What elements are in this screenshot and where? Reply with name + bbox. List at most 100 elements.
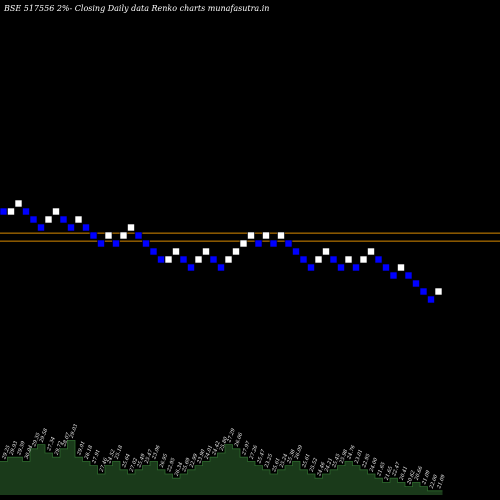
volume-label: 27.34 — [46, 436, 57, 452]
volume-label: 29.58 — [38, 428, 49, 444]
down-brick — [89, 231, 98, 240]
down-brick — [307, 263, 315, 272]
down-brick — [157, 255, 165, 264]
down-brick — [209, 255, 218, 264]
down-brick — [352, 263, 360, 272]
up-brick — [74, 215, 83, 224]
volume-label: 27.46 — [98, 456, 109, 473]
volume-label: 27.91 — [91, 449, 102, 465]
down-brick — [374, 255, 383, 264]
renko-bricks — [0, 199, 443, 304]
down-brick — [142, 239, 150, 248]
down-brick — [412, 279, 420, 288]
down-brick — [29, 215, 38, 224]
up-brick — [239, 239, 248, 248]
down-brick — [97, 239, 105, 248]
volume-label: 27.26 — [248, 444, 259, 461]
volume-label: 25.64 — [121, 453, 132, 469]
down-brick — [427, 295, 435, 304]
up-brick — [104, 231, 113, 240]
up-brick — [367, 247, 375, 256]
volume-label: 23.06 — [151, 444, 162, 461]
volume-label: 29.25 — [1, 445, 12, 461]
up-brick — [44, 215, 53, 224]
up-brick — [164, 255, 173, 264]
up-brick — [344, 255, 353, 264]
up-brick — [322, 247, 330, 256]
up-brick — [397, 263, 405, 272]
volume-labels: 29.2529.9329.5930.0429.3529.5827.3429.72… — [1, 424, 447, 491]
volume-label: 25.61 — [301, 453, 312, 469]
volume-label: 25.61 — [271, 457, 282, 473]
up-brick — [127, 223, 135, 232]
up-brick — [7, 207, 15, 216]
volume-label: 25.45 — [331, 453, 342, 469]
volume-label: 28.07 — [61, 431, 72, 448]
volume-label: 22.95 — [361, 453, 372, 469]
up-brick — [314, 255, 323, 264]
volume-label: 22.47 — [391, 461, 402, 478]
volume-label: 25.47 — [143, 448, 154, 465]
volume-label: 29.01 — [76, 440, 87, 456]
volume-label: 21.09 — [421, 469, 432, 486]
down-brick — [187, 263, 195, 272]
volume-label: 24.46 — [316, 461, 327, 478]
volume-label: 25.38 — [286, 449, 297, 465]
volume-label: 23.90 — [196, 448, 207, 465]
up-brick — [277, 231, 285, 240]
down-brick — [389, 271, 398, 280]
volume-label: 24.21 — [323, 457, 334, 473]
down-brick — [217, 263, 225, 272]
volume-label: 29.72 — [53, 440, 64, 456]
volume-label: 30.04 — [24, 445, 35, 461]
down-brick — [299, 255, 308, 264]
down-brick — [112, 239, 120, 248]
volume-label: 24.42 — [211, 440, 222, 456]
volume-label: 23.25 — [263, 453, 274, 469]
down-brick — [149, 247, 158, 256]
up-brick — [14, 199, 23, 208]
volume-label: 29.35 — [31, 432, 42, 448]
volume-label: 21.65 — [376, 461, 387, 477]
down-brick — [292, 247, 300, 256]
down-brick — [67, 223, 75, 232]
volume-outline — [0, 439, 443, 492]
volume-label: 23.01 — [353, 449, 364, 465]
volume-label: 27.97 — [241, 440, 252, 457]
up-brick — [434, 287, 443, 296]
volume-label: 29.93 — [8, 440, 19, 456]
volume-label: 26.95 — [158, 453, 169, 469]
volume-label: 25.52 — [308, 457, 319, 473]
volume-label: 25.80 — [218, 435, 229, 452]
volume-label: 24.01 — [203, 445, 214, 461]
down-brick — [0, 207, 8, 216]
up-brick — [359, 255, 368, 264]
chart-title: BSE 517556 2%- Closing Daily data Renko … — [3, 4, 269, 13]
up-brick — [224, 255, 233, 264]
volume-label: 27.29 — [226, 427, 237, 444]
down-brick — [404, 271, 413, 280]
up-brick — [247, 231, 255, 240]
volume-label: 20.41 — [398, 466, 409, 482]
volume-label: 26.06 — [233, 431, 244, 448]
up-brick — [194, 255, 203, 264]
volume-label: 25.49 — [136, 452, 147, 469]
volume-label: 26.09 — [293, 444, 304, 461]
volume-panel — [0, 439, 443, 495]
volume-label: 24.00 — [368, 456, 379, 473]
up-brick — [119, 231, 128, 240]
volume-label: 29.03 — [68, 424, 79, 440]
down-brick — [269, 239, 278, 248]
volume-label: 24.76 — [346, 444, 357, 461]
volume-label: 25.47 — [256, 448, 267, 465]
up-brick — [202, 247, 210, 256]
up-brick — [172, 247, 180, 256]
volume-label: 29.59 — [16, 440, 27, 457]
volume-label: 22.00 — [428, 473, 439, 490]
volume-label: 20.62 — [406, 470, 417, 486]
volume-area — [0, 440, 443, 495]
down-brick — [337, 263, 345, 272]
volume-label: 25.98 — [338, 449, 349, 465]
